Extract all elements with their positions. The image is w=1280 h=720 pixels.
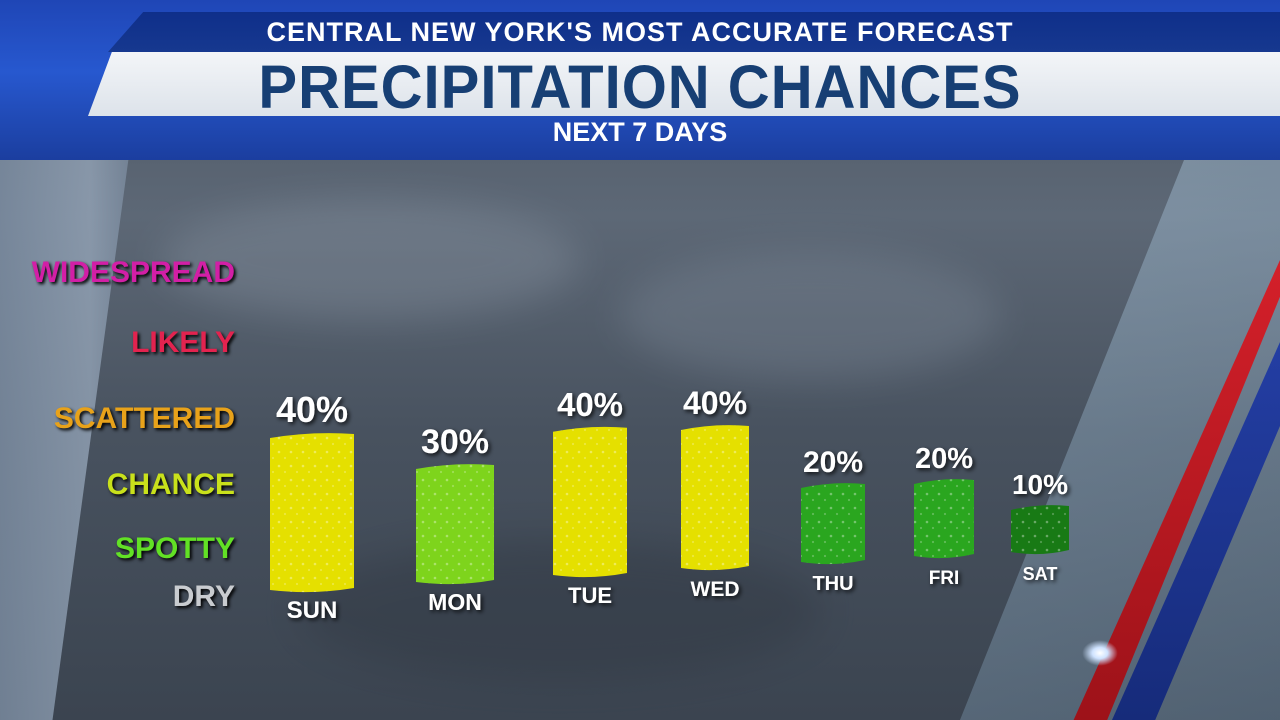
day-label-sat: SAT — [1023, 564, 1058, 584]
brand-strip — [108, 12, 1280, 52]
lens-flare — [1082, 640, 1118, 666]
day-label-mon: MON — [428, 589, 482, 615]
day-label-tue: TUE — [568, 583, 612, 608]
value-label-tue: 40% — [557, 386, 623, 423]
bar-texture — [914, 479, 974, 559]
bar-texture — [681, 425, 749, 571]
level-label-widespread: WIDESPREAD — [31, 256, 235, 289]
value-label-thu: 20% — [803, 446, 863, 479]
level-label-dry: DRY — [172, 580, 235, 613]
day-label-sun: SUN — [287, 597, 338, 624]
bar-texture — [801, 483, 865, 565]
level-label-chance: CHANCE — [106, 468, 235, 501]
value-label-sun: 40% — [276, 389, 348, 430]
level-label-likely: LIKELY — [131, 326, 235, 359]
level-label-scattered: SCATTERED — [53, 402, 235, 435]
cloud-shape — [160, 200, 580, 320]
value-label-mon: 30% — [421, 423, 489, 461]
bar-texture — [1011, 505, 1069, 555]
value-label-sat: 10% — [1012, 469, 1068, 500]
day-label-thu: THU — [812, 573, 853, 595]
value-label-wed: 40% — [683, 385, 747, 421]
value-label-fri: 20% — [915, 443, 973, 475]
bar-texture — [553, 426, 627, 578]
day-label-wed: WED — [691, 578, 740, 601]
title-plate — [88, 52, 1280, 116]
brand-tagline: CENTRAL NEW YORK'S MOST ACCURATE FORECAS… — [266, 17, 1014, 47]
level-label-spotty: SPOTTY — [114, 532, 235, 565]
cloud-shape — [620, 250, 1000, 380]
page-subtitle: NEXT 7 DAYS — [552, 117, 728, 147]
bar-texture — [270, 433, 354, 593]
bar-texture — [416, 464, 494, 585]
page-title: PRECIPITATION CHANCES — [258, 53, 1022, 122]
day-label-fri: FRI — [929, 568, 960, 589]
